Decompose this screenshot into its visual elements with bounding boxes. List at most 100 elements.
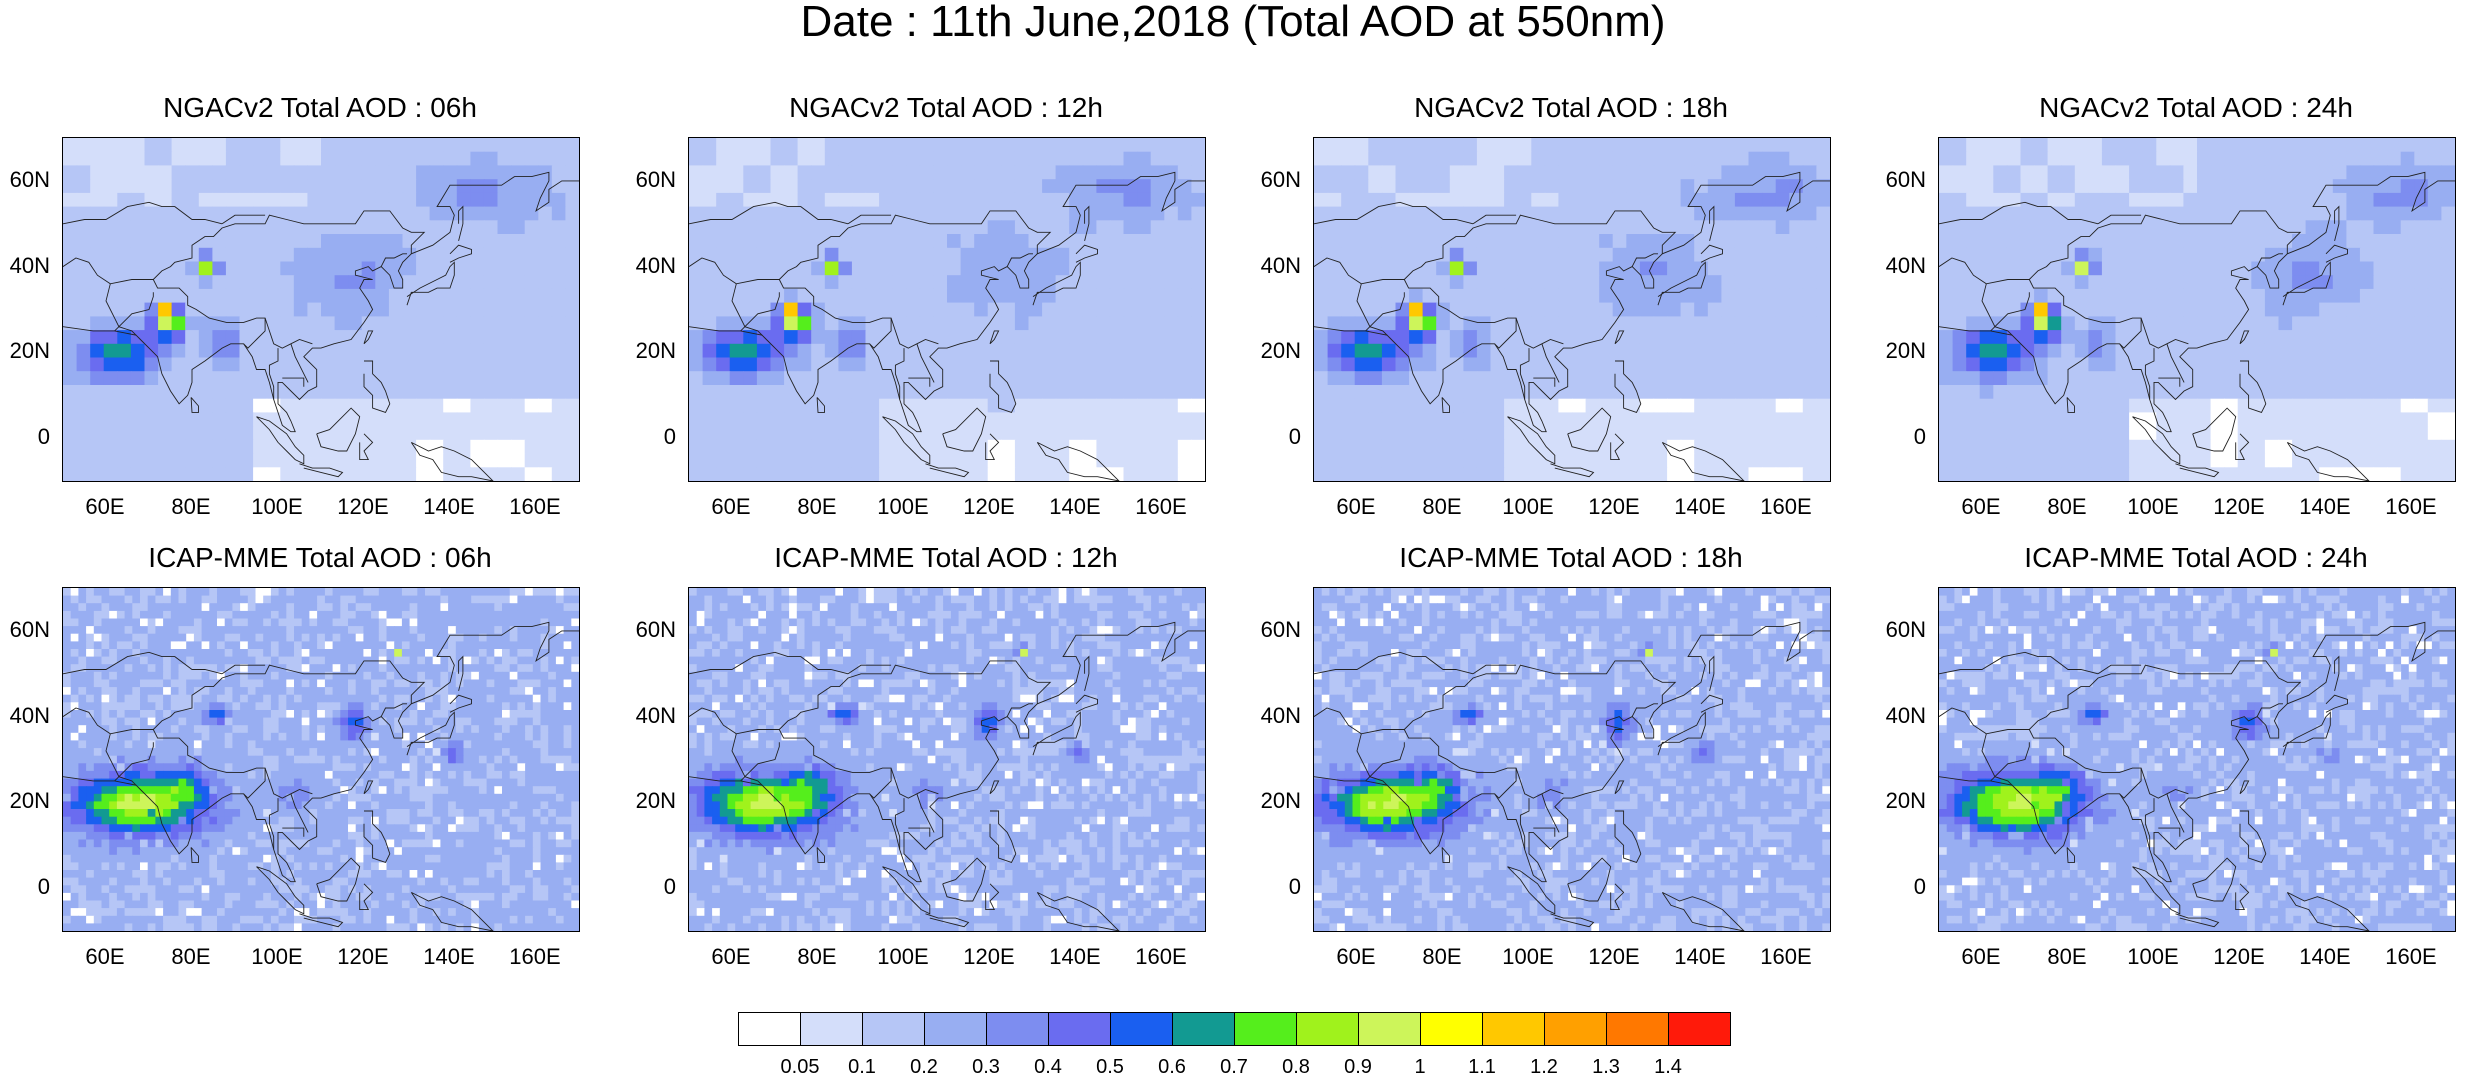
aod-cell (1572, 207, 1586, 221)
aod-cell (2292, 399, 2306, 413)
aod-heatmap (1939, 138, 2455, 481)
aod-cell (1056, 152, 1070, 166)
aod-cell (433, 596, 441, 604)
aod-cell (443, 399, 457, 413)
aod-cell (1382, 303, 1396, 317)
aod-cell (2183, 358, 2197, 372)
aod-cell (743, 358, 757, 372)
aod-cell (172, 303, 186, 317)
aod-cell (1776, 399, 1790, 413)
aod-cell (321, 426, 335, 440)
aod-cell (2021, 248, 2035, 262)
aod-cell (974, 412, 988, 426)
aod-cell (1029, 385, 1043, 399)
aod-cell (1504, 165, 1518, 179)
aod-cell (757, 316, 771, 330)
aod-cell (1341, 440, 1355, 454)
aod-cell (2034, 412, 2048, 426)
aod-cell (1069, 330, 1083, 344)
aod-cell (2034, 344, 2048, 358)
aod-cell (1681, 234, 1695, 248)
aod-cell (564, 596, 572, 604)
aod-cell (1789, 330, 1803, 344)
aod-cell (179, 634, 187, 642)
aod-cell (565, 330, 579, 344)
aod-cell (86, 603, 94, 611)
aod-cell (556, 657, 564, 665)
aod-cell (2075, 454, 2089, 468)
aod-cell (1572, 316, 1586, 330)
aod-cell (1654, 399, 1668, 413)
aod-cell (90, 220, 104, 234)
aod-cell (294, 234, 308, 248)
aod-cell (893, 220, 907, 234)
aod-cell (471, 596, 479, 604)
aod-cell (471, 626, 479, 634)
aod-cell (1191, 289, 1205, 303)
aod-cell (2211, 165, 2225, 179)
aod-cell (1993, 165, 2007, 179)
aod-cell (1110, 220, 1124, 234)
aod-cell (1423, 330, 1437, 344)
aod-cell (2360, 289, 2374, 303)
aod-cell (961, 358, 975, 372)
aod-cell (838, 440, 852, 454)
aod-cell (1314, 165, 1328, 179)
aod-cell (2156, 179, 2170, 193)
aod-cell (335, 262, 349, 276)
aod-cell (2401, 179, 2415, 193)
aod-cell (2401, 303, 2415, 317)
aod-cell (771, 440, 785, 454)
aod-cell (158, 426, 172, 440)
aod-cell (1980, 234, 1994, 248)
aod-cell (920, 152, 934, 166)
aod-cell (1001, 234, 1015, 248)
aod-cell (302, 687, 310, 695)
aod-cell (771, 454, 785, 468)
aod-cell (471, 657, 479, 665)
aod-cell (1436, 207, 1450, 221)
aod-cell (1694, 262, 1708, 276)
aod-cell (1721, 344, 1735, 358)
aod-cell (307, 385, 321, 399)
aod-cell (212, 454, 226, 468)
aod-cell (510, 695, 518, 703)
aod-cell (1069, 371, 1083, 385)
aod-cell (1762, 275, 1776, 289)
aod-cell (78, 687, 86, 695)
aod-cell (430, 234, 444, 248)
aod-cell (225, 619, 233, 627)
aod-cell (811, 316, 825, 330)
aod-cell (232, 641, 240, 649)
aod-cell (771, 316, 785, 330)
aod-cell (335, 358, 349, 372)
aod-cell (402, 664, 410, 672)
aod-cell (879, 275, 893, 289)
aod-cell (430, 399, 444, 413)
aod-cell (838, 207, 852, 221)
aod-cell (379, 695, 387, 703)
aod-cell (457, 344, 471, 358)
aod-cell (487, 603, 495, 611)
aod-cell (1029, 152, 1043, 166)
aod-cell (2251, 344, 2265, 358)
aod-cell (94, 649, 102, 657)
aod-cell (2075, 262, 2089, 276)
aod-cell (155, 603, 163, 611)
aod-cell (1069, 262, 1083, 276)
aod-cell (302, 603, 310, 611)
aod-cell (1083, 316, 1097, 330)
aod-cell (852, 179, 866, 193)
aod-cell (470, 275, 484, 289)
aod-cell (131, 248, 145, 262)
aod-cell (1137, 248, 1151, 262)
aod-cell (2007, 467, 2021, 481)
aod-cell (309, 634, 317, 642)
aod-cell (1328, 330, 1342, 344)
aod-cell (1491, 138, 1505, 152)
aod-cell (1966, 344, 1980, 358)
aod-cell (1069, 138, 1083, 152)
aod-cell (2374, 207, 2388, 221)
aod-cell (564, 649, 572, 657)
aod-cell (256, 657, 264, 665)
